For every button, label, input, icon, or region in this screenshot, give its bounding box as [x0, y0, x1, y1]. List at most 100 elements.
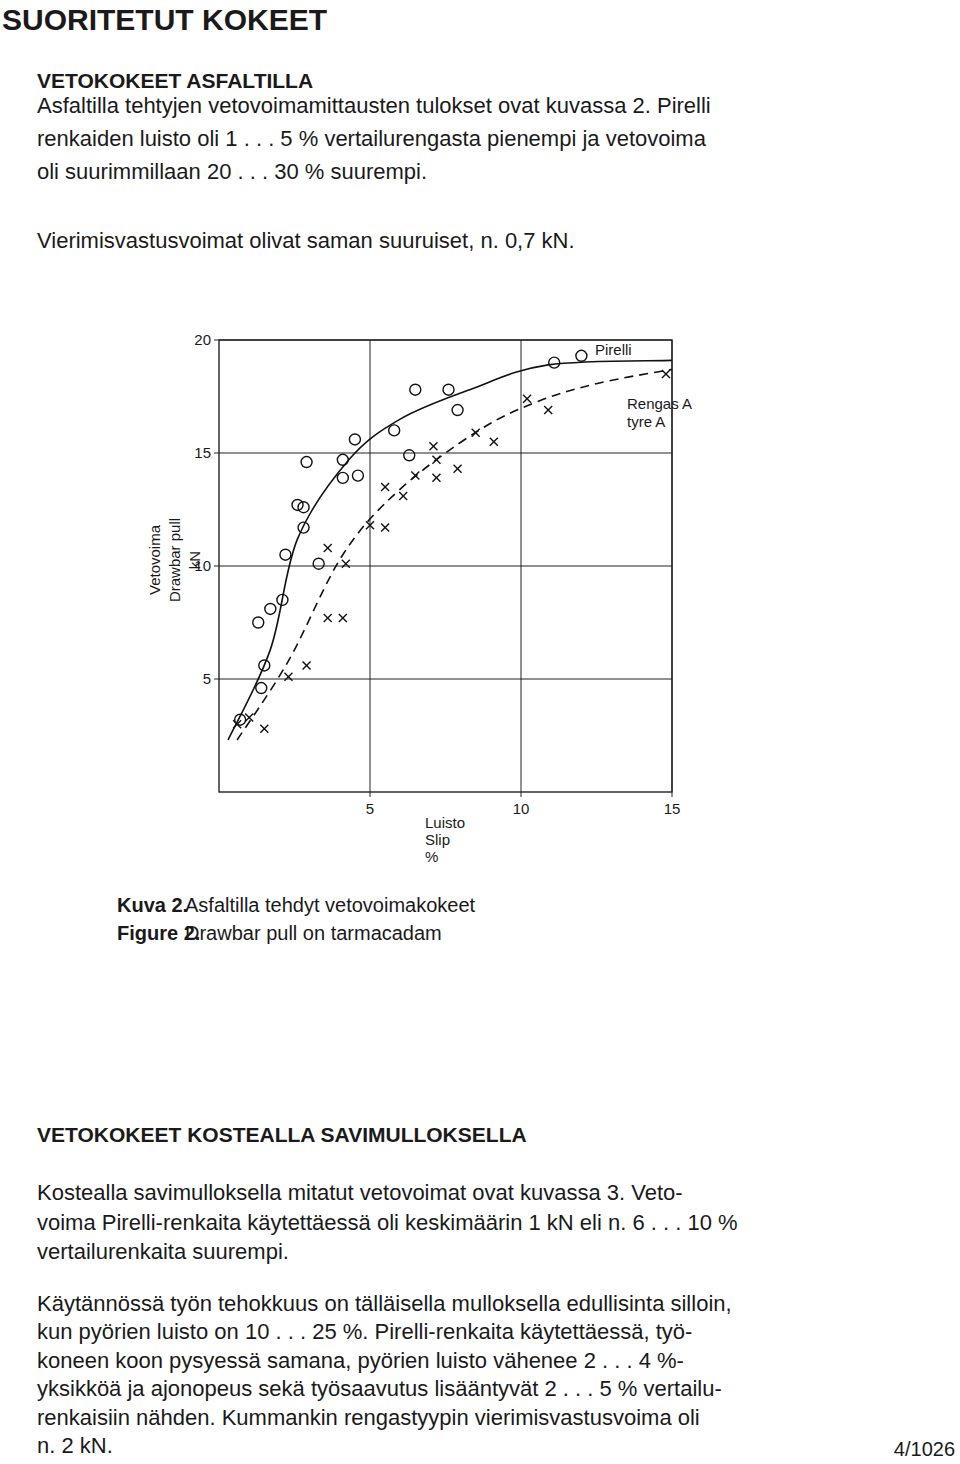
cross-stroke [381, 483, 389, 491]
grid-line [521, 340, 522, 792]
paragraph-line: renkaiden luisto oli 1 . . . 5 % vertail… [37, 126, 707, 151]
point-circle [301, 457, 312, 468]
cross-stroke [260, 725, 268, 733]
cross-stroke [324, 614, 332, 622]
cross-stroke [284, 673, 292, 681]
point-circle [443, 384, 454, 395]
x-axis-title: % [425, 848, 438, 865]
point-circle [253, 617, 264, 628]
cross-stroke [324, 544, 332, 552]
point-circle [389, 425, 400, 436]
caption-label: Kuva 2. [117, 894, 188, 916]
page-title: SUORITETUT KOKEET [2, 3, 327, 36]
cross-stroke [245, 713, 253, 721]
cross-stroke [432, 474, 440, 482]
cross-stroke [429, 442, 437, 450]
paragraph-line: n. 2 kN. [37, 1433, 113, 1458]
point-circle [352, 470, 363, 481]
cross-stroke [399, 492, 407, 500]
tick-mark [672, 792, 673, 797]
point-cross [472, 429, 480, 437]
grid-line [219, 566, 672, 567]
paragraph-line: oli suurimmillaan 20 . . . 30 % suurempi… [37, 159, 427, 184]
point-circle [349, 434, 360, 445]
cross-stroke [381, 524, 389, 532]
cross-stroke [472, 429, 480, 437]
tick-mark [214, 453, 219, 454]
cross-stroke [432, 456, 440, 464]
cross-stroke [381, 524, 389, 532]
point-circle [549, 357, 560, 368]
cross-stroke [523, 395, 531, 403]
point-cross [381, 483, 389, 491]
cross-stroke [490, 438, 498, 446]
paragraph-line: voima Pirelli-renkaita käytettäessä oli … [37, 1210, 738, 1235]
paragraph-line: kun pyörien luisto on 10 . . . 25 %. Pir… [37, 1319, 692, 1344]
cross-stroke [342, 560, 350, 568]
cross-stroke [339, 614, 347, 622]
point-cross [381, 524, 389, 532]
point-cross [432, 456, 440, 464]
cross-stroke [454, 465, 462, 473]
tick-mark [214, 679, 219, 680]
paragraph-line: vertailurenkaita suurempi. [37, 1239, 289, 1264]
series-labels: Pirelli Rengas Atyre A [595, 341, 692, 430]
page-number: 4/1026 [894, 1438, 955, 1460]
cross-stroke [245, 713, 253, 721]
fit-curve [237, 369, 672, 740]
tick-mark [370, 792, 371, 797]
point-cross [339, 614, 347, 622]
point-cross [233, 720, 241, 728]
series-label: Pirelli [595, 341, 632, 358]
cross-stroke [472, 429, 480, 437]
cross-stroke [303, 661, 311, 669]
cross-stroke [544, 406, 552, 414]
point-circle [259, 660, 270, 671]
point-cross [544, 406, 552, 414]
point-circle [452, 405, 463, 416]
point-cross [662, 370, 670, 378]
cross-stroke [432, 474, 440, 482]
y-axis-title: Vetovoima [146, 524, 163, 595]
cross-stroke [399, 492, 407, 500]
point-cross [490, 438, 498, 446]
point-circle [292, 499, 303, 510]
point-cross [245, 713, 253, 721]
series-label-en: tyre A [627, 413, 665, 430]
caption-text: Asfaltilla tehdyt vetovoimakokeet [185, 894, 476, 916]
point-circle [337, 472, 348, 483]
point-cross [429, 442, 437, 450]
cross-stroke [303, 661, 311, 669]
plot-marks [228, 350, 672, 740]
point-circle [404, 450, 415, 461]
point-cross [284, 673, 292, 681]
cross-stroke [260, 725, 268, 733]
paragraph-line: koneen koon pysyessä samana, pyörien lui… [37, 1348, 684, 1373]
point-circle [298, 502, 309, 513]
paragraph-line: Kostealla savimulloksella mitatut vetovo… [37, 1180, 683, 1205]
paragraph-line: Käytännössä työn tehokkuus on tälläisell… [37, 1291, 732, 1316]
point-cross [523, 395, 531, 403]
fit-curve [228, 360, 672, 740]
x-tick-label: 5 [366, 800, 374, 817]
grid-line [219, 453, 672, 454]
cross-stroke [342, 560, 350, 568]
paragraph-line: renkaisiin nähden. Kummankin rengastyypi… [37, 1405, 700, 1430]
cross-stroke [454, 465, 462, 473]
point-cross [411, 472, 419, 480]
point-cross [454, 465, 462, 473]
tick-mark [214, 340, 219, 341]
paragraph-line: yksikköä ja ajonopeus sekä työsaavutus l… [37, 1376, 722, 1401]
chart: 510152051015LuistoSlip%VetovoimaDrawbar … [146, 331, 692, 865]
cross-stroke [324, 614, 332, 622]
cross-stroke [523, 395, 531, 403]
cross-stroke [284, 673, 292, 681]
cross-stroke [411, 472, 419, 480]
x-axis-title: Luisto [425, 814, 465, 831]
point-cross [303, 661, 311, 669]
series-label: Rengas A [627, 395, 692, 412]
section-heading: VETOKOKEET ASFALTILLA [37, 69, 313, 92]
y-tick-label: 20 [194, 331, 211, 348]
tick-mark [521, 792, 522, 797]
cross-stroke [233, 720, 241, 728]
